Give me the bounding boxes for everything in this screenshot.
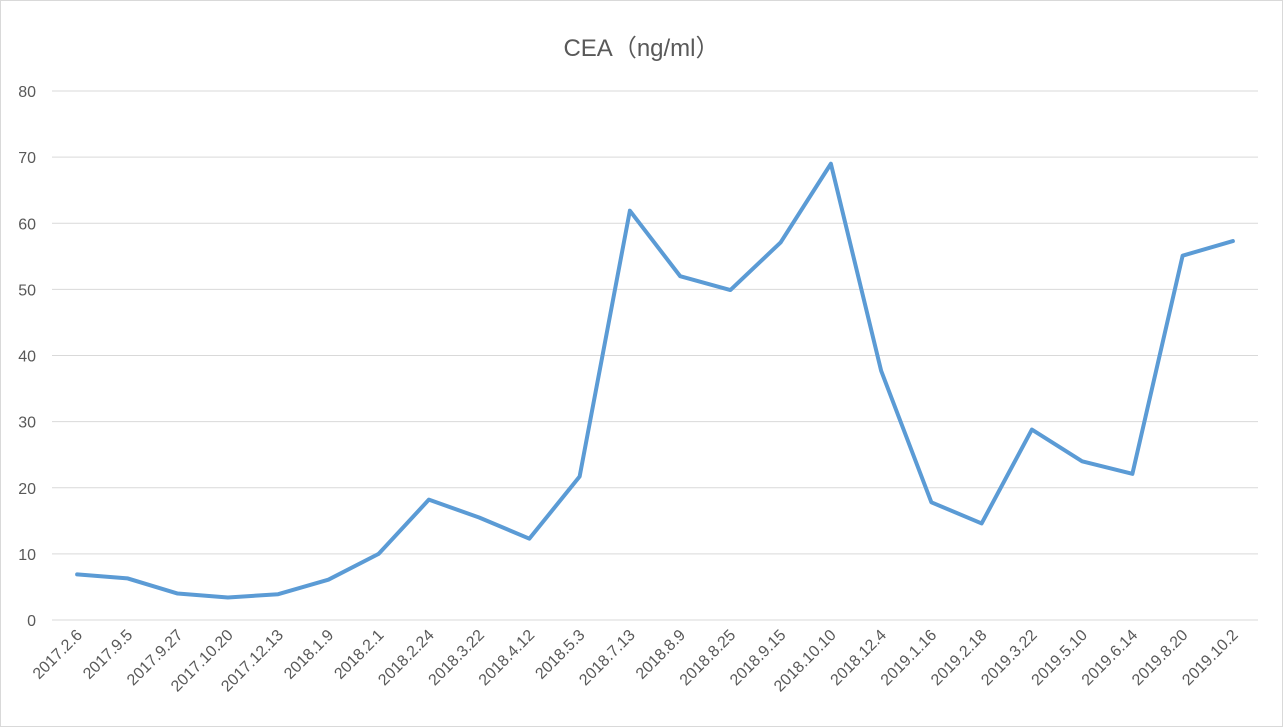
x-tick-label: 2017.2.6 — [30, 627, 86, 683]
y-tick-label-30: 30 — [18, 415, 36, 432]
series-line-0 — [75, 161, 1235, 600]
x-tick-label: 2018.1.9 — [281, 627, 337, 683]
y-tick-label-20: 20 — [18, 481, 36, 498]
y-tick-label-0: 0 — [27, 613, 36, 630]
y-tick-label-10: 10 — [18, 547, 36, 564]
y-tick-label-40: 40 — [18, 349, 36, 366]
y-tick-label-60: 60 — [18, 216, 36, 233]
y-tick-label-80: 80 — [18, 84, 36, 101]
y-tick-label-70: 70 — [18, 150, 36, 167]
chart-title: CEA（ng/ml） — [563, 35, 720, 62]
y-tick-label-50: 50 — [18, 282, 36, 299]
